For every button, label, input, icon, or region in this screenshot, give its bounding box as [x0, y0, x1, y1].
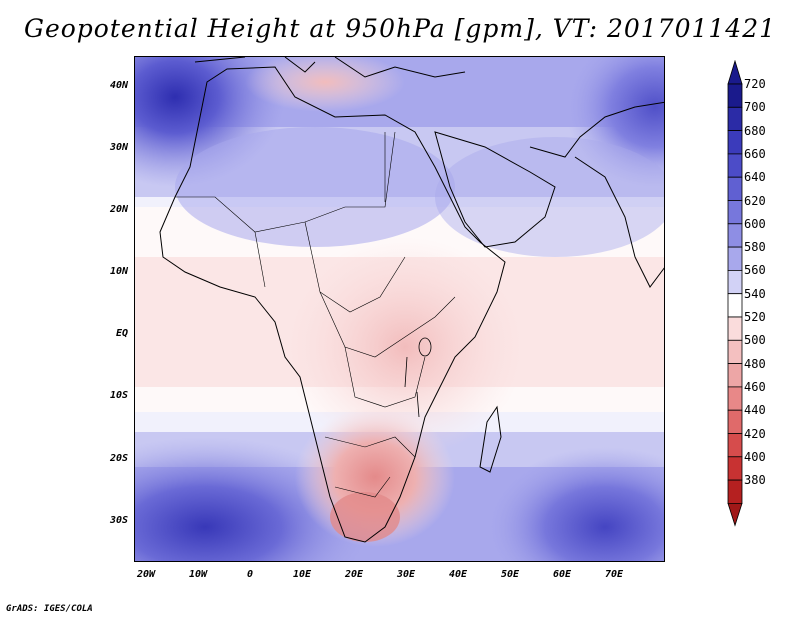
colorbar-label-420: 420 — [744, 426, 766, 441]
grads-credit: GrADS: IGES/COLA — [6, 604, 93, 614]
coastlines — [159, 57, 664, 543]
colorbar-swatch-700 — [727, 106, 743, 131]
europe-coast — [194, 57, 466, 78]
lat-label-10s: 10S — [109, 390, 128, 401]
colorbar-swatch-540 — [727, 293, 743, 318]
lon-label-20e: 20E — [344, 569, 364, 580]
sahara-blue-zone — [175, 127, 455, 247]
iran-coast — [529, 101, 664, 158]
mediterranean-low — [245, 57, 405, 112]
colorbar-label-400: 400 — [744, 449, 766, 464]
lat-label-eq: EQ — [115, 328, 128, 339]
colorbar-label-480: 480 — [744, 356, 766, 371]
colorbar-label-680: 680 — [744, 123, 766, 138]
colorbar-label-440: 440 — [744, 403, 766, 418]
rift-lakes — [404, 356, 420, 418]
colorbar-swatch-600 — [727, 223, 743, 248]
colorbar-max-arrow — [727, 60, 743, 85]
colorbar-label-660: 660 — [744, 146, 766, 161]
colorbar-label-520: 520 — [744, 310, 766, 324]
colorbar-label-620: 620 — [744, 193, 766, 208]
geopotential-map — [135, 57, 664, 561]
lon-label-10e: 10E — [292, 569, 312, 580]
lon-label-30e: 30E — [396, 569, 416, 580]
colorbar — [727, 60, 743, 527]
lon-label-10w: 10W — [188, 569, 208, 580]
lat-label-20s: 20S — [109, 453, 128, 464]
india-coast — [574, 156, 664, 288]
colorbar-swatch-580 — [727, 246, 743, 271]
colorbar-swatch-480 — [727, 363, 743, 388]
lon-label-70e: 70E — [604, 569, 624, 580]
colorbar-label-580: 580 — [744, 240, 766, 255]
africa-coast — [159, 66, 506, 543]
lon-label-50e: 50E — [500, 569, 520, 580]
colorbar-swatch-660 — [727, 153, 743, 178]
colorbar-swatch-460 — [727, 386, 743, 411]
high-pressure-southeast — [485, 447, 664, 561]
lake-victoria — [418, 337, 432, 357]
colorbar-label-460: 460 — [744, 379, 766, 394]
colorbar-label-500: 500 — [744, 333, 766, 348]
colorbar-label-560: 560 — [744, 263, 766, 278]
lat-label-40n: 40N — [109, 80, 128, 91]
sahel-borders — [254, 221, 406, 313]
colorbar-swatch-500 — [727, 339, 743, 364]
colorbar-label-600: 600 — [744, 216, 766, 231]
colorbar-min-arrow — [727, 502, 743, 527]
colorbar-label-540: 540 — [744, 286, 766, 301]
colorbar-swatch-520 — [727, 316, 743, 341]
colorbar-label-380: 380 — [744, 473, 766, 488]
lat-label-20n: 20N — [109, 204, 128, 215]
colorbar-swatch-640 — [727, 176, 743, 201]
lat-label-30n: 30N — [109, 142, 128, 153]
colorbar-swatch-440 — [727, 409, 743, 434]
arabia-coast — [434, 131, 556, 248]
colorbar-swatch-680 — [727, 130, 743, 155]
lon-label-60e: 60E — [552, 569, 572, 580]
colorbar-swatch-720 — [727, 83, 743, 108]
colorbar-swatch-620 — [727, 200, 743, 225]
colorbar-swatch-400 — [727, 456, 743, 481]
southern-borders — [324, 436, 416, 498]
madagascar-coast — [479, 405, 502, 473]
lakes — [404, 337, 432, 418]
lon-label-0: 0 — [246, 569, 254, 580]
country-borders — [175, 131, 456, 498]
colorbar-swatch-420 — [727, 433, 743, 458]
map-title: Geopotential Height at 950hPa [gpm], VT:… — [23, 14, 777, 43]
colorbar-label-640: 640 — [744, 170, 766, 185]
congo-borders — [344, 346, 426, 408]
lat-label-10n: 10N — [109, 266, 128, 277]
central-borders — [319, 291, 456, 358]
lon-label-20w: 20W — [136, 569, 156, 580]
high-pressure-northeast — [565, 57, 664, 187]
arabia-blue-zone — [435, 137, 664, 257]
map-panel — [134, 56, 665, 562]
lon-label-40e: 40E — [448, 569, 468, 580]
central-africa-low — [285, 237, 525, 457]
colorbar-swatch-380 — [727, 479, 743, 504]
colorbar-label-720: 720 — [744, 77, 766, 91]
lat-label-30s: 30S — [109, 515, 128, 526]
colorbar-label-700: 700 — [744, 100, 766, 115]
colorbar-swatch-560 — [727, 269, 743, 295]
